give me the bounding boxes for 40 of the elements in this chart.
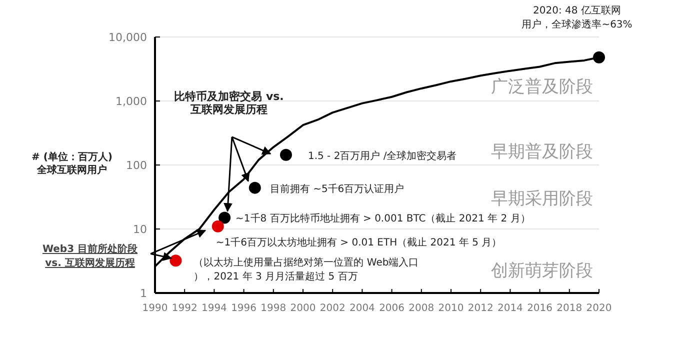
annotation: 早期普及阶段	[491, 142, 593, 162]
annotation: 目前拥有 ~5千6百万认证用户	[270, 182, 404, 195]
point	[218, 212, 231, 224]
annotation: （以太坊上使用量占据绝对第一位置的 Web端入口），2021 年 3 月月活量超过 5 百万	[194, 256, 419, 283]
y-tick-label: 100	[126, 159, 147, 172]
y-axis-title: # (单位：百万人) 全球互联网用户	[31, 151, 113, 176]
y-tick-label: 10	[133, 223, 147, 236]
annotation: 2020: 48 亿互联网用户，全球渗透率~63%	[522, 4, 632, 30]
y-tick-label: 1	[140, 287, 147, 300]
y-tick-label: 1,000	[116, 95, 147, 108]
point	[280, 148, 292, 161]
annotation: 早期采用阶段	[491, 189, 593, 209]
x-tick-label: 2008	[408, 303, 434, 314]
annotation: 创新萌芽阶段	[491, 261, 593, 281]
x-tick-label: 2000	[290, 303, 316, 314]
annotation: ~1千6百万以太坊地址拥有 > 0.01 ETH（截止 2021 年 5 月）	[216, 236, 502, 248]
x-tick-label: 2010	[438, 303, 464, 314]
x-tick-label: 1992	[172, 303, 198, 314]
x-tick-label: 2012	[468, 303, 494, 314]
point	[248, 182, 261, 194]
text: Web3 目前所处阶段 vs. 互联网发展历程	[42, 243, 139, 269]
x-tick-label: 2020	[586, 303, 612, 314]
x-tick-label: 2002	[320, 303, 346, 314]
x-tick-label: 1994	[201, 303, 227, 314]
point	[212, 220, 224, 232]
annotation: ~1千8 百万比特币地址拥有 > 0.001 BTC（截止 2021 年 2 月）	[236, 212, 530, 225]
x-tick-label: 2018	[556, 303, 582, 314]
annotation: 广泛普及阶段	[491, 77, 593, 97]
x-tick-label: 1998	[260, 303, 286, 314]
x-tick-label: 2004	[349, 303, 375, 314]
x-tick-label: 2016	[527, 303, 553, 314]
text: 比特币及加密交易 vs. 互联网发展历程	[174, 90, 284, 116]
x-tick-label: 1996	[231, 303, 257, 314]
point	[170, 254, 182, 267]
y-tick-label: 10,000	[108, 31, 147, 44]
point	[593, 51, 605, 64]
x-tick-label: 1990	[142, 303, 168, 314]
x-tick-label: 2014	[497, 303, 523, 314]
annotation: 1.5 - 2百万用户 /全球加密交易者	[308, 150, 457, 162]
x-tick-label: 2006	[379, 303, 405, 314]
